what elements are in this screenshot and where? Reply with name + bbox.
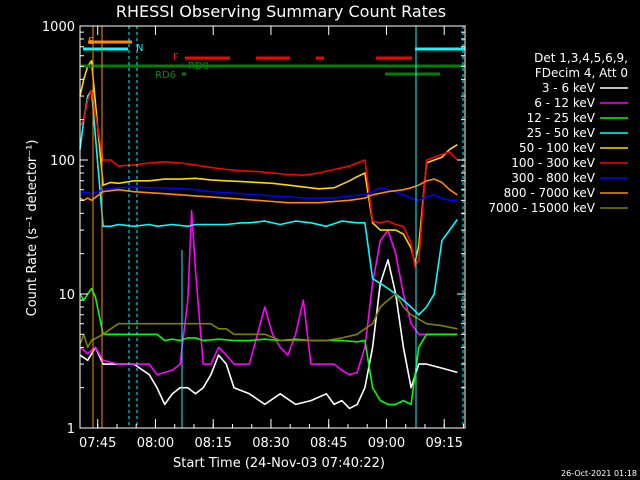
legend-entry-label: 6 - 12 keV <box>534 96 596 110</box>
series-line-0 <box>79 259 458 410</box>
flags-layer: S N F RD0 RD6 <box>80 26 465 428</box>
legend: Det 1,3,4,5,6,9, FDecim 4, Att 0 3 - 6 k… <box>488 51 628 215</box>
x-tick-label: 09:15 <box>425 436 462 451</box>
series-line-7 <box>79 178 458 204</box>
legend-entry-label: 25 - 50 keV <box>527 126 596 140</box>
series-layer <box>79 60 458 410</box>
footer-date: 26-Oct-2021 01:18 <box>561 469 637 478</box>
x-tick-label: 08:30 <box>252 436 289 451</box>
y-tick-label: 1 <box>67 422 75 437</box>
flag-label-n: N <box>136 43 143 54</box>
x-tick-label: 08:45 <box>310 436 347 451</box>
legend-entry-label: 7000 - 15000 keV <box>488 201 595 215</box>
x-axis-label: Start Time (24-Nov-03 07:40:22) <box>173 456 385 471</box>
chart-title: RHESSI Observing Summary Count Rates <box>116 2 446 21</box>
legend-entry-label: 100 - 300 keV <box>511 156 595 170</box>
x-tick-label: 07:45 <box>79 436 116 451</box>
legend-entry-label: 800 - 7000 keV <box>504 186 596 200</box>
series-line-6 <box>79 186 458 202</box>
series-line-3 <box>79 89 458 316</box>
legend-header-line-2: FDecim 4, Att 0 <box>535 66 628 80</box>
x-tick-label: 08:15 <box>194 436 231 451</box>
series-line-5 <box>79 89 458 268</box>
legend-header-line-1: Det 1,3,4,5,6,9, <box>534 51 628 65</box>
legend-entry-label: 12 - 25 keV <box>527 111 596 125</box>
axes-layer: 1 10 100 1000 07:45 08:00 08:15 08:30 08:45 09:00… <box>42 20 466 451</box>
x-tick-label: 09:00 <box>368 436 405 451</box>
legend-entry-label: 50 - 100 keV <box>519 141 596 155</box>
series-line-1 <box>79 209 458 376</box>
flag-label-f: F <box>173 52 179 63</box>
plot-frame <box>79 25 466 429</box>
y-tick-label: 100 <box>50 154 75 169</box>
y-tick-label: 1000 <box>42 20 75 35</box>
y-axis-label-group: Count Rate (s⁻¹ detector⁻¹) <box>25 140 40 317</box>
legend-entry-label: 3 - 6 keV <box>542 81 596 95</box>
series-line-2 <box>79 287 458 406</box>
y-tick-label: 10 <box>58 288 75 303</box>
legend-entry-label: 300 - 800 keV <box>511 171 595 185</box>
x-tick-label: 08:00 <box>137 436 174 451</box>
flag-label-rd6: RD6 <box>155 70 176 81</box>
series-line-8 <box>79 293 458 349</box>
y-axis-label: Count Rate (s⁻¹ detector⁻¹) <box>25 140 40 317</box>
